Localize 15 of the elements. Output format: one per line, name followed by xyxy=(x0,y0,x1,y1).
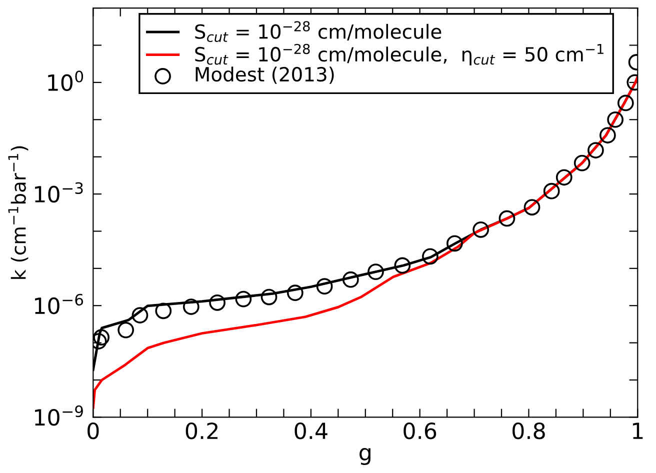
y-tick-label: 10$^{−6}$ xyxy=(35,294,84,314)
x-tick-label: 0.2 xyxy=(186,422,218,440)
x-tick-label: 0 xyxy=(88,422,99,440)
x-tick-label: 0.6 xyxy=(404,422,436,440)
y-axis-title: k (cm$^{−1}$bar$^{−1}$) xyxy=(8,146,28,279)
legend-label: S$_{cut}$ = 10$^{−28}$ cm/molecule xyxy=(195,21,442,42)
legend-label: Modest (2013) xyxy=(196,66,334,84)
legend-label: S$_{cut}$ = 10$^{−28}$ cm/molecule, η$_{cut}$ = 50 cm$^{−1}$ xyxy=(195,44,604,66)
x-tick-label: 1 xyxy=(633,422,643,439)
y-tick-label: 10$^{−9}$ xyxy=(35,405,83,426)
x-tick-label: 0.4 xyxy=(294,422,328,440)
y-tick-label: 10$^{0}$ xyxy=(48,70,84,92)
x-axis-title: g xyxy=(360,448,370,466)
y-tick-label: 10$^{−3}$ xyxy=(35,182,83,203)
x-tick-label: 0.8 xyxy=(512,422,545,440)
